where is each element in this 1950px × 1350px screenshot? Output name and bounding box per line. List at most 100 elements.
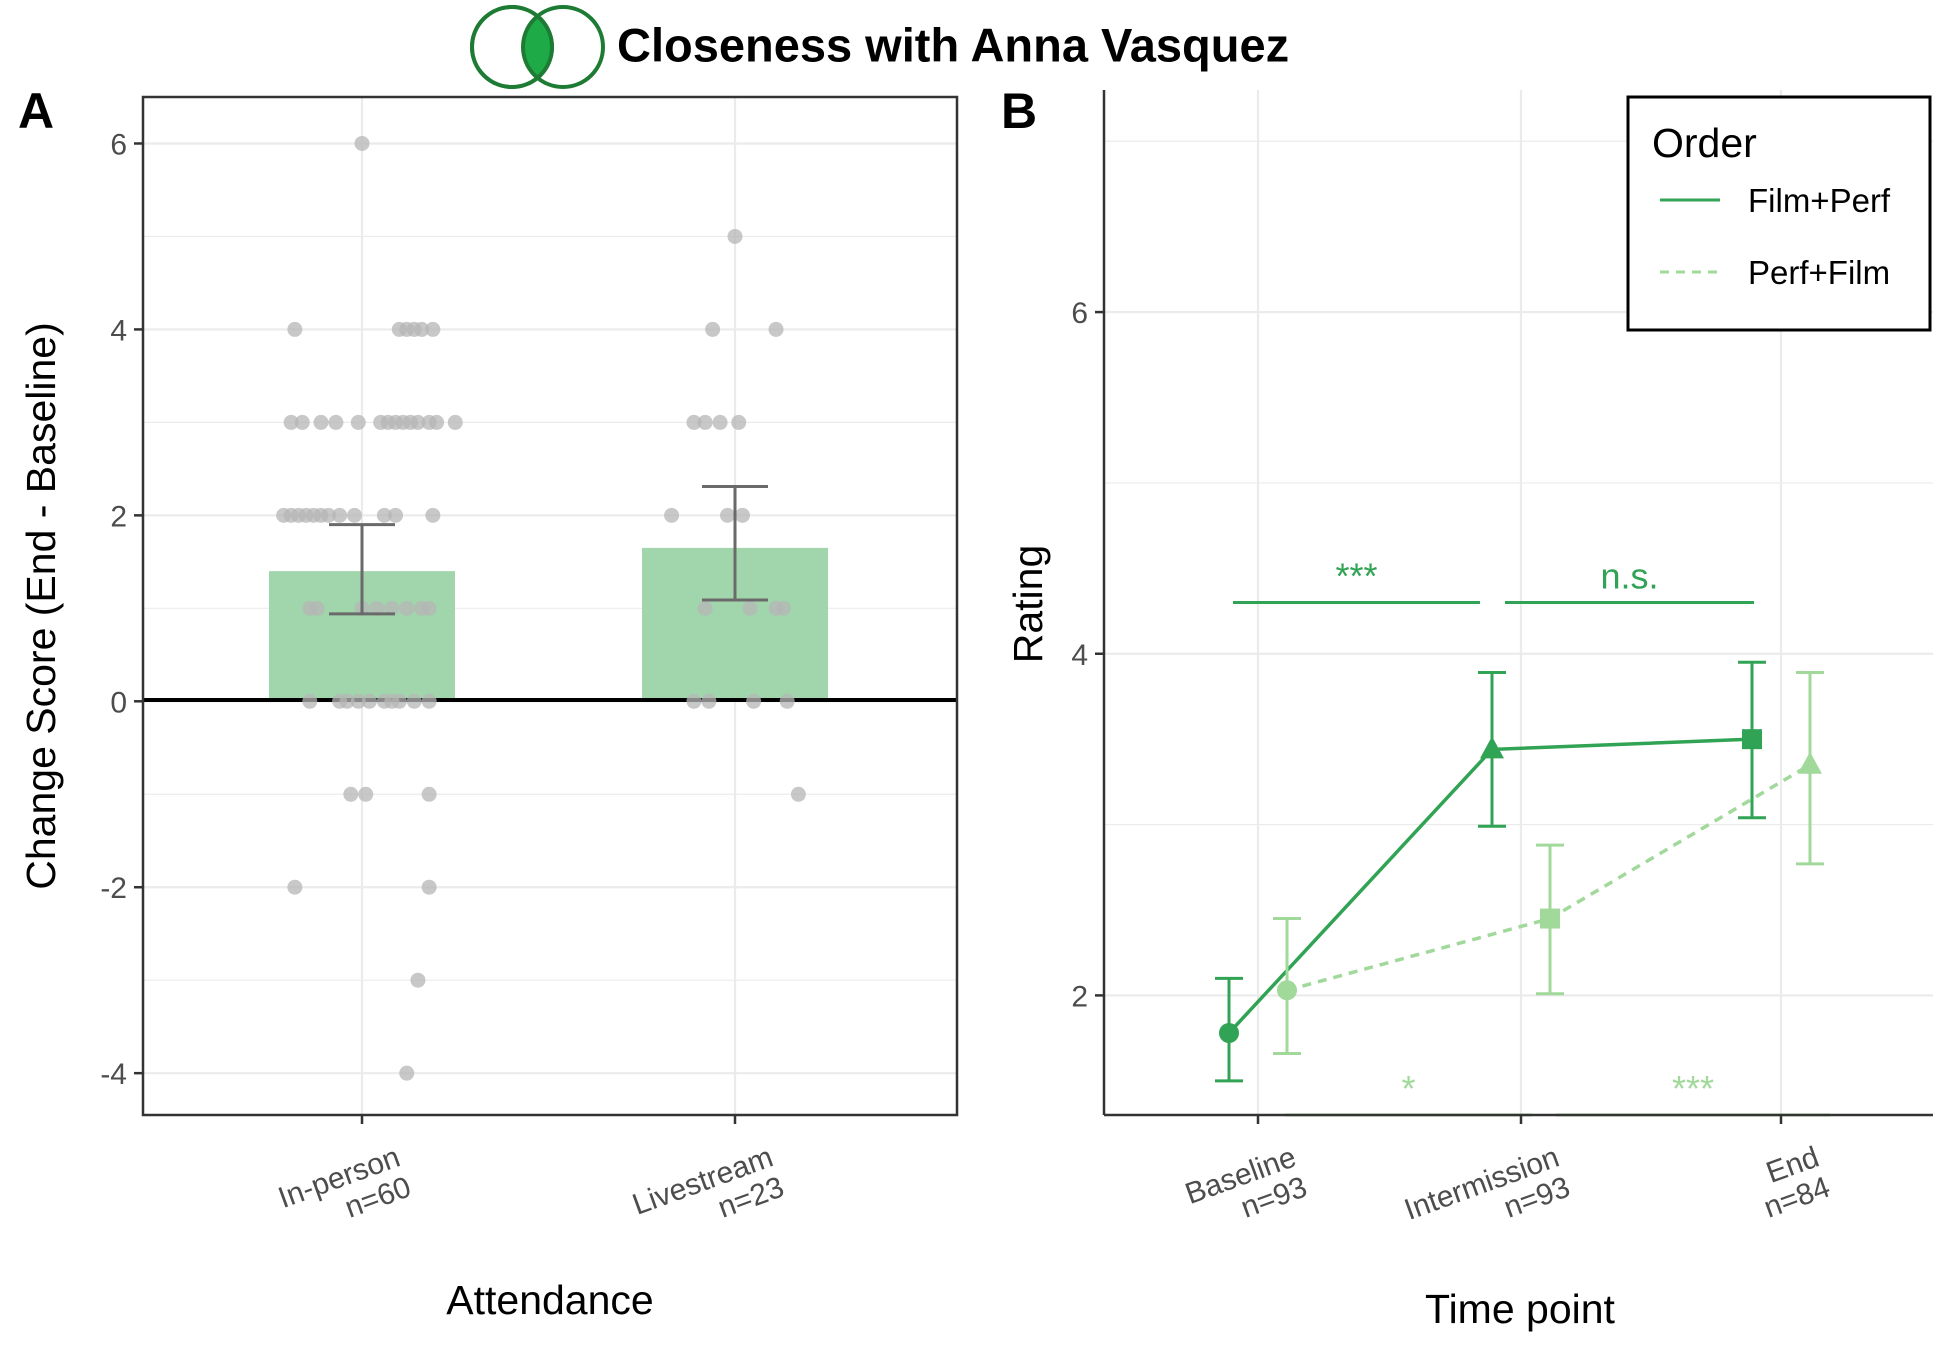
data-point (421, 786, 437, 802)
data-point (727, 228, 743, 244)
data-point (347, 507, 363, 523)
data-point (790, 786, 806, 802)
data-point (354, 135, 370, 151)
data-point (391, 693, 407, 709)
legend-label-film-perf: Film+Perf (1748, 182, 1891, 219)
x-tick-label: Livestreamn=23 (628, 1141, 788, 1252)
data-point (447, 414, 463, 430)
panel-b: B *** n.s.* *** 246 Baselinen=93 Intermissi… (1001, 83, 1933, 1332)
y-tick-label: 6 (110, 128, 127, 161)
panel-a-y-ticks: -4 -2 0 2 4 6 (100, 128, 143, 1091)
panel-a-points (276, 135, 806, 1081)
panel-a-plot-area (143, 97, 957, 1115)
data-point (742, 600, 758, 616)
data-point (376, 507, 392, 523)
data-point (429, 414, 445, 430)
panel-b-x-axis-title: Time point (1425, 1286, 1615, 1332)
panel-a-x-ticks: In-personn=60 Livestreamn=23 (274, 1115, 788, 1252)
x-tick-label: Intermissionn=93 (1400, 1141, 1574, 1257)
x-tick-label: In-personn=60 (274, 1141, 415, 1245)
data-point (410, 414, 426, 430)
data-point (686, 693, 702, 709)
data-point (425, 321, 441, 337)
y-tick-label: 2 (110, 500, 127, 533)
data-point (410, 972, 426, 988)
panel-b-legend: Order Film+Perf Perf+Film (1626, 95, 1932, 332)
data-point (705, 321, 721, 337)
y-tick-label: 6 (1071, 297, 1088, 330)
data-point (343, 786, 359, 802)
panel-b-y-ticks: 2 4 6 (1071, 297, 1104, 1013)
data-point (283, 414, 299, 430)
data-point (313, 414, 329, 430)
data-point (1277, 980, 1297, 1001)
data-point (332, 507, 348, 523)
data-point (1798, 751, 1822, 774)
data-point (720, 507, 736, 523)
legend-label-perf-film: Perf+Film (1748, 254, 1890, 291)
data-point (384, 600, 400, 616)
data-point (294, 414, 310, 430)
data-point (712, 414, 728, 430)
significance-label: n.s. (1600, 556, 1658, 597)
data-point (320, 507, 336, 523)
legend-title: Order (1652, 120, 1757, 166)
y-tick-label: 4 (110, 314, 127, 347)
data-point (421, 879, 437, 895)
panel-b-y-axis-title: Rating (1005, 545, 1051, 664)
data-point (406, 693, 422, 709)
y-tick-label: -2 (100, 872, 127, 905)
data-point (388, 507, 404, 523)
data-point (421, 600, 437, 616)
significance-label: *** (1672, 1068, 1714, 1109)
panel-b-x-ticks: Baselinen=93 Intermissionn=93 Endn=84 (1181, 1115, 1835, 1257)
y-tick-label: 4 (1071, 639, 1088, 672)
data-point (779, 693, 795, 709)
data-point (701, 693, 717, 709)
data-point (768, 321, 784, 337)
data-point (425, 507, 441, 523)
panel-a-x-axis-title: Attendance (446, 1277, 653, 1323)
data-point (361, 693, 377, 709)
legend-box (1626, 95, 1932, 332)
data-point (328, 414, 344, 430)
data-point (731, 414, 747, 430)
data-point (339, 693, 355, 709)
significance-label: * (1401, 1068, 1415, 1109)
panel-b-error-bars (1215, 660, 1824, 1083)
data-point (664, 507, 680, 523)
panel-a-border (141, 95, 959, 1117)
x-tick-label: Baselinen=93 (1181, 1141, 1311, 1241)
panel-b-tag: B (1001, 83, 1037, 139)
y-tick-label: 2 (1071, 980, 1088, 1013)
panel-a-error-bars (329, 485, 768, 616)
panel-a: A -4 -2 0 2 4 6 In-personn=60 Livestreamn=23 A… (18, 83, 959, 1323)
data-point (287, 321, 303, 337)
venn-logo-icon (470, 5, 605, 89)
data-point (746, 693, 762, 709)
data-point (686, 414, 702, 430)
data-point (350, 693, 366, 709)
data-point (399, 600, 415, 616)
data-point (399, 1065, 415, 1081)
data-point (421, 693, 437, 709)
figure-title: Closeness with Anna Vasquez (617, 18, 1289, 71)
data-point (302, 693, 318, 709)
data-point (309, 600, 325, 616)
significance-label: *** (1335, 556, 1377, 597)
panel-a-tag: A (18, 83, 54, 139)
data-point (1480, 736, 1504, 759)
panel-b-points (1219, 729, 1822, 1043)
data-point (358, 786, 374, 802)
panel-a-y-axis-title: Change Score (End - Baseline) (18, 322, 64, 889)
x-tick-label: Endn=84 (1749, 1141, 1835, 1225)
data-point (414, 321, 430, 337)
data-point (1219, 1023, 1239, 1043)
data-point (369, 600, 385, 616)
data-point (775, 600, 791, 616)
data-point (350, 414, 366, 430)
y-tick-label: -4 (100, 1058, 127, 1091)
data-point (697, 600, 713, 616)
data-point (734, 507, 750, 523)
